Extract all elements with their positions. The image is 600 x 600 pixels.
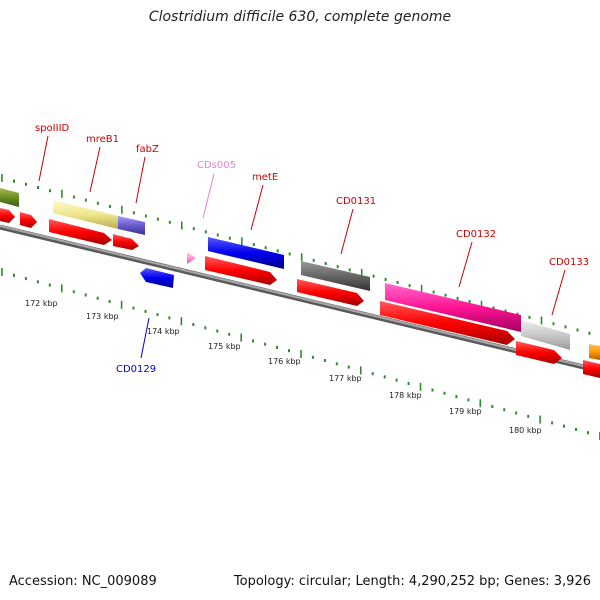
cds-arrow — [516, 341, 562, 364]
gene-feature-CD0131 — [301, 261, 370, 291]
kbp-label: 178 kbp — [389, 391, 422, 400]
backbone — [0, 224, 600, 374]
cds-arrow — [0, 208, 15, 223]
kbp-label: 179 kbp — [449, 407, 482, 416]
gene-label-fabZ: fabZ — [136, 144, 159, 155]
gene-feature-CD0132 — [385, 283, 521, 332]
gene-labels: spoIIID mreB1 fabZ CDs005 metE CD0131 CD… — [35, 123, 589, 375]
gene-feature-CDs005 — [187, 252, 196, 264]
kbp-label: 175 kbp — [208, 342, 241, 351]
gene-label-CDs005: CDs005 — [197, 160, 236, 171]
cds-arrow — [205, 256, 277, 285]
label-leaders — [38, 135, 566, 359]
gene-label-metE: metE — [252, 172, 278, 183]
outer-tick-track — [1, 174, 591, 335]
gene-feature-fabZ — [118, 216, 145, 235]
cds-arrow — [113, 234, 139, 250]
cds-arrow — [49, 219, 112, 245]
gene-feature-orange — [589, 344, 600, 360]
kbp-label: 172 kbp — [25, 299, 58, 308]
gene-label-spoIIID: spoIIID — [35, 123, 70, 134]
genome-summary-text: Topology: circular; Length: 4,290,252 bp… — [233, 574, 591, 589]
gene-feature-CD0133 — [521, 320, 570, 350]
kbp-label: 173 kbp — [86, 312, 119, 321]
cds-strand-features — [0, 208, 600, 378]
gene-label-CD0131: CD0131 — [336, 196, 376, 207]
kbp-labels: 172 kbp 173 kbp 174 kbp 175 kbp 176 kbp … — [25, 299, 542, 435]
page-title: Clostridium difficile 630, complete geno… — [148, 9, 452, 25]
cds-arrow — [583, 360, 600, 378]
inner-tick-track — [1, 268, 600, 440]
gene-label-CD0132: CD0132 — [456, 229, 496, 240]
gene-label-mreB1: mreB1 — [86, 134, 119, 145]
cds-arrow — [380, 301, 515, 345]
kbp-label: 174 kbp — [147, 327, 180, 336]
gene-feature-olive — [0, 188, 19, 207]
gene-label-CD0133: CD0133 — [549, 257, 589, 268]
gene-feature-metE — [208, 237, 284, 269]
accession-text: Accession: NC_009089 — [9, 574, 157, 589]
cds-arrow — [297, 279, 364, 306]
kbp-label: 177 kbp — [329, 374, 362, 383]
cds-arrow — [20, 212, 37, 228]
kbp-label: 180 kbp — [509, 426, 542, 435]
gene-feature-CD0129 — [140, 268, 174, 288]
kbp-label: 176 kbp — [268, 357, 301, 366]
gene-feature-mreB1 — [53, 200, 118, 229]
gene-label-CD0129: CD0129 — [116, 364, 156, 375]
forward-strand-features — [0, 188, 600, 360]
